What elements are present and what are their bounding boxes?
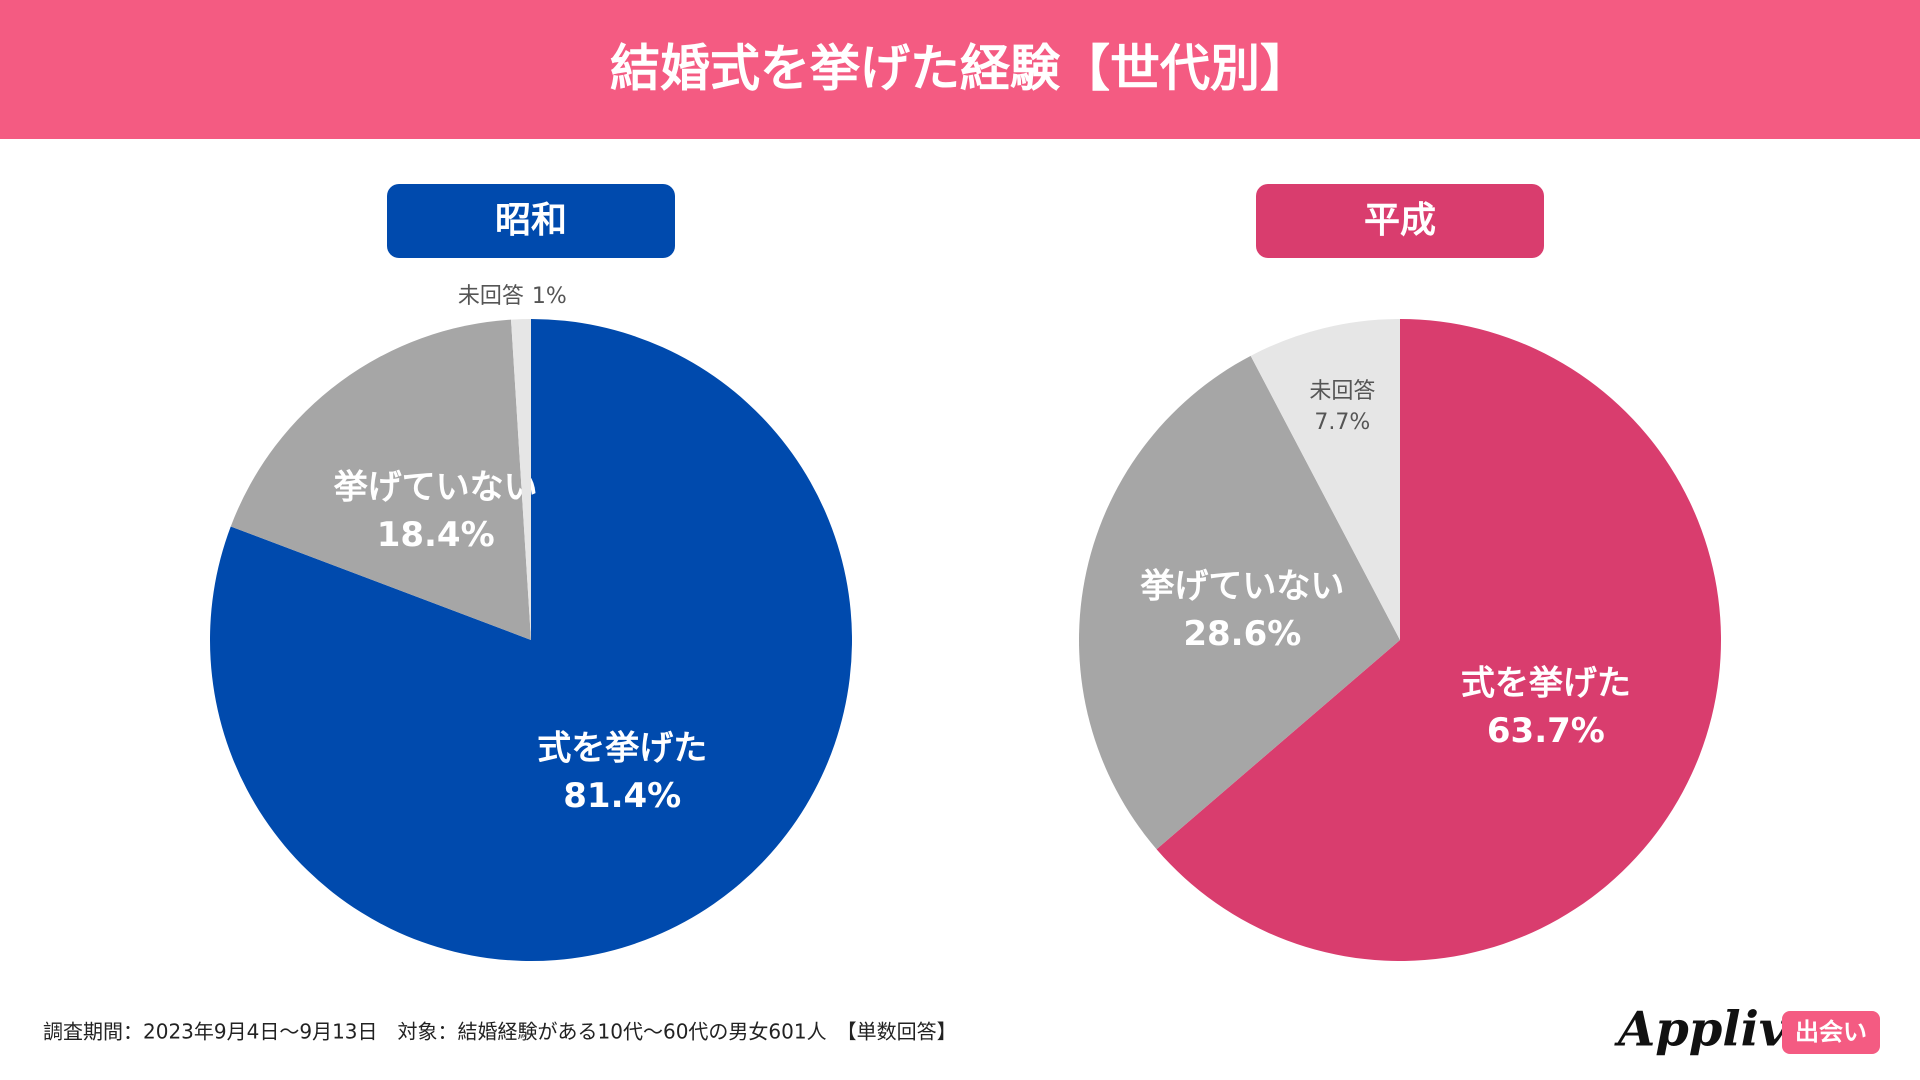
brand-logo: Appliv <box>1614 1002 1788 1058</box>
slice-category: 式を挙げた <box>537 728 707 768</box>
slice-value: 7.7% <box>1314 410 1370 435</box>
slice-category: 未回答 <box>1309 379 1375 404</box>
pie-slice <box>1079 355 1400 850</box>
slice-category: 挙げていない <box>333 467 538 507</box>
slice-value: 63.7% <box>1487 711 1605 751</box>
chart-title: 平成 <box>1364 200 1436 241</box>
slice-label: 未回答 1% <box>458 284 567 309</box>
header-bar <box>0 0 1920 139</box>
slice-value: 18.4% <box>377 515 495 555</box>
pie-slice <box>1156 319 1721 961</box>
pie-slice <box>230 319 531 640</box>
page-title: 結婚式を挙げた経験【世代別】 <box>610 40 1310 98</box>
brand-tag: 出会い <box>1795 1018 1867 1046</box>
slice-value: 28.6% <box>1183 614 1301 654</box>
slice-category: 挙げていない <box>1139 566 1344 606</box>
chart-title-bg <box>1256 184 1544 258</box>
chart-title-bg <box>387 184 675 258</box>
brand-tag-bg <box>1782 1011 1880 1054</box>
footer-note: 調査期間：2023年9月4日～9月13日 対象：結婚経験がある10代～60代の男… <box>43 1020 957 1044</box>
slice-value: 81.4% <box>563 776 681 816</box>
chart-title: 昭和 <box>495 200 567 241</box>
slice-value: 1% <box>532 284 567 309</box>
slice-category: 未回答 <box>458 284 524 309</box>
slice-category: 式を挙げた <box>1461 663 1631 703</box>
pie-slice <box>1250 319 1400 640</box>
pie-slice <box>511 319 531 640</box>
